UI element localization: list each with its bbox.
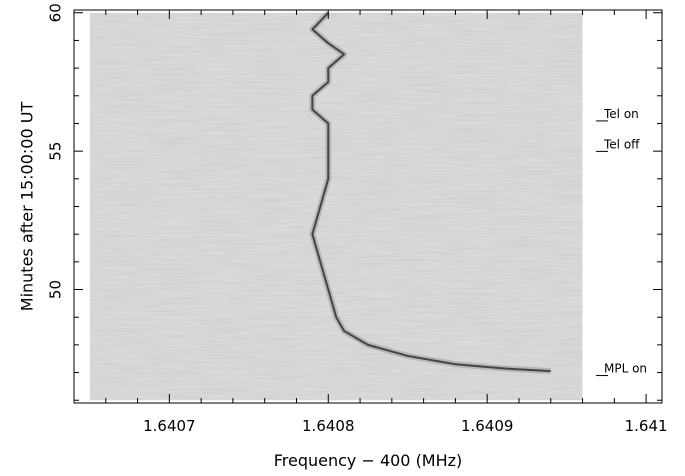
x-axis: 1.6407 1.6408 1.6409 1.641 bbox=[73, 10, 668, 435]
x-axis-title: Frequency − 400 (MHz) bbox=[274, 451, 463, 470]
annotation-label: Tel on bbox=[603, 107, 639, 121]
spectrogram-noise bbox=[89, 12, 583, 401]
x-tick-label: 1.6407 bbox=[143, 417, 196, 435]
annotation-label: MPL on bbox=[604, 362, 647, 376]
y-axis: 50 55 60 bbox=[47, 3, 662, 401]
x-tick-label: 1.641 bbox=[625, 417, 668, 435]
y-axis-title: Minutes after 15:00:00 UT bbox=[18, 102, 37, 312]
y-tick-label: 50 bbox=[47, 280, 65, 299]
x-tick-label: 1.6408 bbox=[302, 417, 355, 435]
signal-line bbox=[311, 12, 551, 373]
annotation-label: Tel off bbox=[603, 137, 640, 151]
x-tick-label: 1.6409 bbox=[461, 417, 514, 435]
y-tick-label: 55 bbox=[47, 142, 65, 161]
y-tick-label: 60 bbox=[47, 3, 65, 22]
annotations: Tel on Tel off MPL on bbox=[596, 107, 647, 377]
signal-layer bbox=[309, 10, 551, 375]
plot-area bbox=[89, 12, 583, 401]
